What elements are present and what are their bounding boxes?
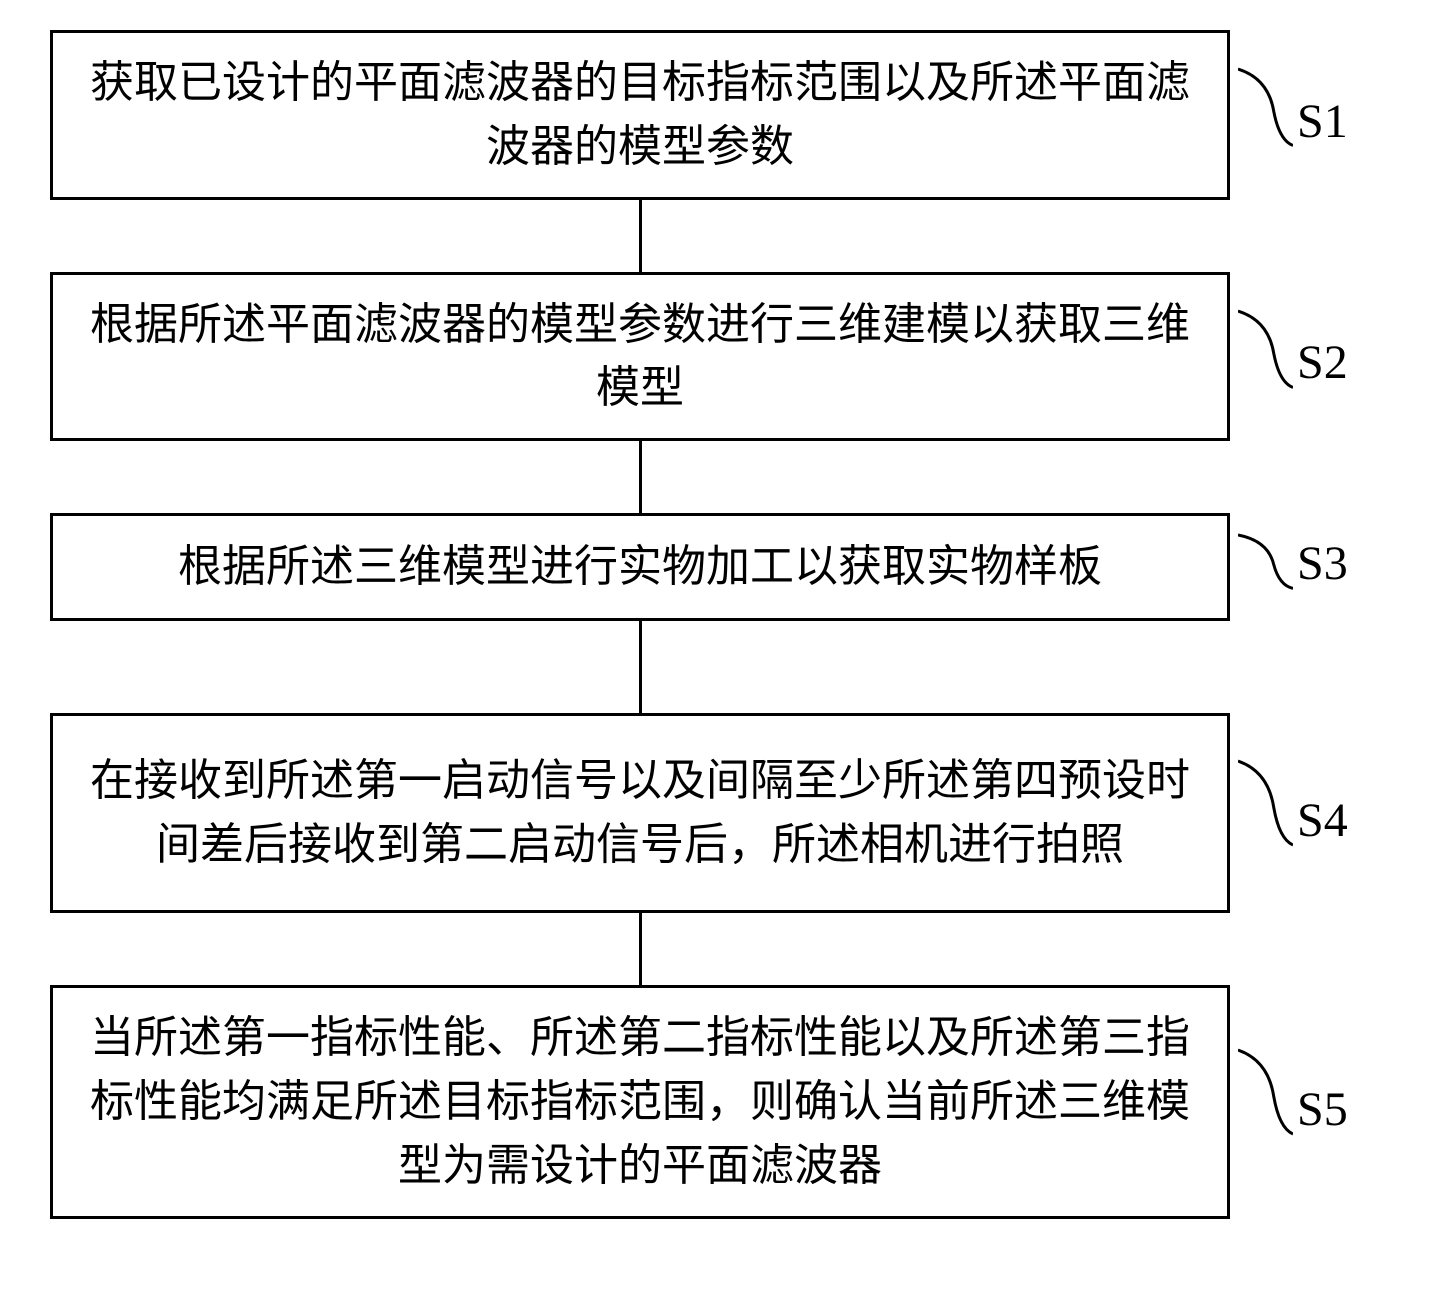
step-row-s5: 当所述第一指标性能、所述第二指标性能以及所述第三指标性能均满足所述目标指标范围，… xyxy=(50,985,1393,1218)
step-label-wrap-s1: S1 xyxy=(1238,40,1348,190)
label-connector-curve xyxy=(1238,758,1293,848)
step-label-s1: S1 xyxy=(1297,94,1348,149)
connector-after-s2 xyxy=(50,441,1230,513)
step-row-s3: 根据所述三维模型进行实物加工以获取实物样板 S3 xyxy=(50,513,1393,621)
step-label-s2: S2 xyxy=(1297,335,1348,390)
step-label-wrap-s2: S2 xyxy=(1238,281,1348,431)
connector-after-s4 xyxy=(50,913,1230,985)
step-box-s3: 根据所述三维模型进行实物加工以获取实物样板 xyxy=(50,513,1230,621)
step-text-s5: 当所述第一指标性能、所述第二指标性能以及所述第三指标性能均满足所述目标指标范围，… xyxy=(77,1006,1203,1197)
step-label-s4: S4 xyxy=(1297,793,1348,848)
connector-line xyxy=(639,200,642,272)
step-text-s1: 获取已设计的平面滤波器的目标指标范围以及所述平面滤波器的模型参数 xyxy=(77,51,1203,179)
step-label-wrap-s3: S3 xyxy=(1238,513,1348,621)
connector-after-s3 xyxy=(50,621,1230,713)
label-connector-curve xyxy=(1238,66,1293,149)
step-text-s4: 在接收到所述第一启动信号以及间隔至少所述第四预设时间差后接收到第二启动信号后，所… xyxy=(77,749,1203,877)
step-label-wrap-s5: S5 xyxy=(1238,1002,1348,1202)
step-box-s4: 在接收到所述第一启动信号以及间隔至少所述第四预设时间差后接收到第二启动信号后，所… xyxy=(50,713,1230,913)
label-connector-curve xyxy=(1238,308,1293,391)
step-box-s2: 根据所述平面滤波器的模型参数进行三维建模以获取三维模型 xyxy=(50,272,1230,442)
flowchart-container: 获取已设计的平面滤波器的目标指标范围以及所述平面滤波器的模型参数 S1 根据所述平面… xyxy=(50,30,1393,1219)
step-row-s4: 在接收到所述第一启动信号以及间隔至少所述第四预设时间差后接收到第二启动信号后，所… xyxy=(50,713,1393,913)
connector-line xyxy=(639,441,642,513)
step-box-s5: 当所述第一指标性能、所述第二指标性能以及所述第三指标性能均满足所述目标指标范围，… xyxy=(50,985,1230,1218)
step-row-s1: 获取已设计的平面滤波器的目标指标范围以及所述平面滤波器的模型参数 S1 xyxy=(50,30,1393,200)
step-label-s3: S3 xyxy=(1297,536,1348,591)
step-text-s2: 根据所述平面滤波器的模型参数进行三维建模以获取三维模型 xyxy=(77,293,1203,421)
label-connector-curve xyxy=(1238,532,1293,591)
connector-line xyxy=(639,913,642,985)
step-box-s1: 获取已设计的平面滤波器的目标指标范围以及所述平面滤波器的模型参数 xyxy=(50,30,1230,200)
step-row-s2: 根据所述平面滤波器的模型参数进行三维建模以获取三维模型 S2 xyxy=(50,272,1393,442)
step-text-s3: 根据所述三维模型进行实物加工以获取实物样板 xyxy=(178,535,1102,599)
step-label-wrap-s4: S4 xyxy=(1238,713,1348,913)
label-connector-curve xyxy=(1238,1047,1293,1137)
connector-line xyxy=(639,621,642,713)
step-label-s5: S5 xyxy=(1297,1082,1348,1137)
connector-after-s1 xyxy=(50,200,1230,272)
